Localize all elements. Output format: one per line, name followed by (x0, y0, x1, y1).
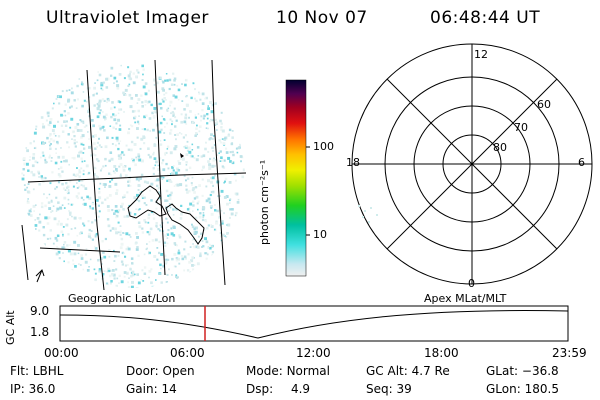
colorbar-tick-label-10: 10 (313, 228, 327, 241)
status-dsp: Dsp: 4.9 (246, 382, 310, 396)
timeline-x-tick-0600: 06:00 (170, 346, 205, 360)
status-mode-label: Mode: (246, 364, 283, 378)
earth-disc-image (21, 59, 247, 291)
mlt-label-12: 12 (474, 48, 488, 61)
mlt-label-18: 18 (346, 156, 360, 169)
status-ip-label: IP: (10, 382, 25, 396)
status-dsp-value: 4.9 (290, 382, 311, 396)
colorbar (285, 79, 310, 277)
geo-grid (21, 59, 247, 291)
instrument-title: Ultraviolet Imager (46, 8, 209, 28)
status-mode-value: Normal (286, 364, 330, 378)
colorbar-unit-label: photon cm⁻²s⁻¹ (258, 159, 271, 245)
status-seq-value: 39 (396, 382, 412, 396)
status-gain-value: 14 (161, 382, 177, 396)
coastline (127, 185, 205, 245)
polar-edge-speckle (358, 205, 378, 223)
status-door-value: Open (162, 364, 195, 378)
status-seq: Seq: 39 (366, 382, 412, 396)
timeline-x-tick-2359: 23:59 (552, 346, 587, 360)
pole-marker (180, 153, 184, 158)
timeline-y-tick-top: 9.0 (30, 304, 50, 318)
timeline-left-title: Geographic Lat/Lon (68, 292, 176, 305)
status-filter-label: Flt: (10, 364, 29, 378)
timeline-x-tick-0000: 00:00 (44, 346, 79, 360)
status-ip-value: 36.0 (28, 382, 56, 396)
mlat-label-80: 80 (493, 141, 507, 154)
status-ip: IP: 36.0 (10, 382, 55, 396)
status-gain-label: Gain: (126, 382, 158, 396)
mlat-label-60: 60 (537, 98, 551, 111)
colorbar-gradient (285, 79, 307, 277)
altitude-curve (59, 310, 569, 339)
status-dsp-label: Dsp: (246, 382, 274, 396)
status-glon-value: 180.5 (524, 382, 559, 396)
timeline-x-tick-1800: 18:00 (424, 346, 459, 360)
mlat-label-70: 70 (514, 121, 528, 134)
status-glat: GLat: −36.8 (486, 364, 559, 378)
mlt-label-0: 0 (468, 277, 475, 290)
north-arrow-icon (35, 269, 45, 283)
date-label: 10 Nov 07 (276, 8, 368, 28)
status-glon-label: GLon: (486, 382, 521, 396)
timeline-y-tick-bottom: 1.8 (30, 325, 50, 339)
mlt-label-6: 6 (578, 156, 585, 169)
status-mode: Mode: Normal (246, 364, 330, 378)
status-gc-alt: GC Alt: 4.7 Re (366, 364, 450, 378)
timeline-right-title: Apex MLat/MLT (424, 292, 507, 305)
polar-diagonal-2 (386, 78, 558, 250)
status-glat-value: −36.8 (521, 364, 559, 378)
status-door-label: Door: (126, 364, 159, 378)
colorbar-tick-label-100: 100 (313, 140, 334, 153)
timeline-x-tick-1200: 12:00 (296, 346, 331, 360)
time-label: 06:48:44 UT (430, 8, 541, 28)
status-door: Door: Open (126, 364, 195, 378)
timeline-y-axis-label: GC Alt (4, 310, 17, 345)
status-glon: GLon: 180.5 (486, 382, 559, 396)
status-glat-label: GLat: (486, 364, 519, 378)
status-filter-value: LBHL (32, 364, 64, 378)
timeline-plot (59, 305, 569, 342)
status-seq-label: Seq: (366, 382, 393, 396)
status-gc-alt-label: GC Alt: (366, 364, 408, 378)
status-filter: Flt: LBHL (10, 364, 63, 378)
timeline-frame (59, 305, 569, 342)
polar-plot (351, 43, 593, 285)
status-gc-alt-value: 4.7 Re (411, 364, 450, 378)
status-gain: Gain: 14 (126, 382, 177, 396)
